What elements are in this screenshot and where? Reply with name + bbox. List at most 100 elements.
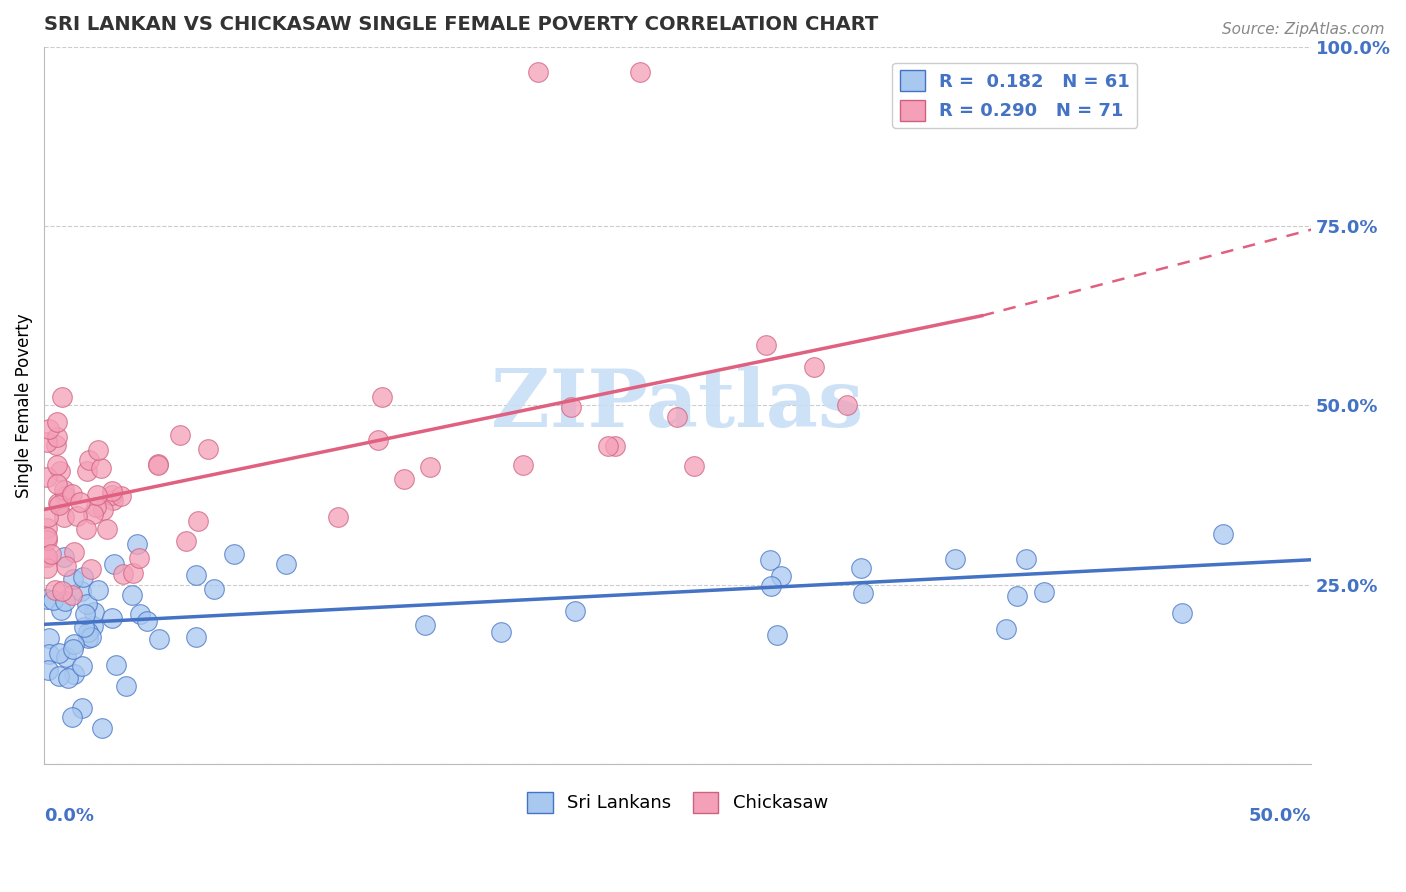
Point xyxy=(75,607,97,622)
Point xyxy=(759,579,782,593)
Point xyxy=(197,442,219,456)
Point xyxy=(148,632,170,646)
Point xyxy=(80,562,103,576)
Point xyxy=(90,461,112,475)
Point xyxy=(35,549,58,564)
Point xyxy=(174,534,197,549)
Point xyxy=(60,486,83,500)
Point xyxy=(52,510,75,524)
Point xyxy=(45,477,67,491)
Point xyxy=(79,453,101,467)
Point xyxy=(128,551,150,566)
Point xyxy=(80,630,103,644)
Point xyxy=(46,415,69,429)
Point xyxy=(63,545,86,559)
Point xyxy=(1033,584,1056,599)
Point xyxy=(35,592,58,607)
Point xyxy=(46,496,69,510)
Point xyxy=(35,550,58,565)
Point xyxy=(169,427,191,442)
Point xyxy=(665,410,688,425)
Point xyxy=(37,533,59,547)
Point xyxy=(100,484,122,499)
Point xyxy=(60,588,83,602)
Point xyxy=(48,498,70,512)
Text: 50.0%: 50.0% xyxy=(1249,807,1312,825)
Point xyxy=(125,537,148,551)
Point xyxy=(55,489,77,503)
Point xyxy=(683,458,706,473)
Point xyxy=(49,464,72,478)
Point xyxy=(512,458,534,473)
Point xyxy=(1007,589,1029,603)
Point xyxy=(37,509,59,524)
Point xyxy=(91,502,114,516)
Point xyxy=(82,619,104,633)
Point xyxy=(186,630,208,644)
Point xyxy=(39,548,62,562)
Point xyxy=(46,430,69,444)
Point xyxy=(148,458,170,472)
Point xyxy=(121,588,143,602)
Point xyxy=(101,611,124,625)
Point xyxy=(45,438,67,452)
Point xyxy=(72,570,94,584)
Point xyxy=(55,650,77,665)
Point xyxy=(42,593,65,607)
Point xyxy=(63,667,86,681)
Point xyxy=(87,442,110,457)
Point xyxy=(274,557,297,571)
Point xyxy=(1171,606,1194,620)
Point xyxy=(851,560,873,574)
Point xyxy=(44,582,66,597)
Point xyxy=(184,568,207,582)
Point xyxy=(48,669,70,683)
Point xyxy=(69,583,91,598)
Point xyxy=(65,508,87,523)
Point xyxy=(603,440,626,454)
Point xyxy=(222,547,245,561)
Point xyxy=(38,422,60,436)
Point xyxy=(755,338,778,352)
Text: Source: ZipAtlas.com: Source: ZipAtlas.com xyxy=(1222,22,1385,37)
Point xyxy=(564,604,586,618)
Point xyxy=(96,522,118,536)
Point xyxy=(491,624,513,639)
Point xyxy=(35,434,58,449)
Point xyxy=(769,569,792,583)
Point xyxy=(114,679,136,693)
Point xyxy=(766,628,789,642)
Point xyxy=(803,360,825,375)
Point xyxy=(72,659,94,673)
Point xyxy=(77,625,100,640)
Point xyxy=(52,550,75,565)
Point xyxy=(112,567,135,582)
Point xyxy=(91,721,114,735)
Point xyxy=(62,642,84,657)
Point xyxy=(49,602,72,616)
Point xyxy=(48,646,70,660)
Point xyxy=(53,483,76,497)
Point xyxy=(371,390,394,404)
Point xyxy=(326,510,349,524)
Point xyxy=(51,390,73,404)
Point xyxy=(83,605,105,619)
Point xyxy=(527,64,550,78)
Point xyxy=(187,514,209,528)
Point xyxy=(415,618,437,632)
Point xyxy=(136,614,159,628)
Legend: Sri Lankans, Chickasaw: Sri Lankans, Chickasaw xyxy=(520,785,835,820)
Text: ZIPatlas: ZIPatlas xyxy=(492,367,863,444)
Point xyxy=(56,671,79,685)
Point xyxy=(75,522,97,536)
Point xyxy=(146,457,169,471)
Point xyxy=(60,710,83,724)
Point xyxy=(62,572,84,586)
Point xyxy=(77,631,100,645)
Point xyxy=(76,464,98,478)
Point xyxy=(101,488,124,502)
Point xyxy=(62,638,84,652)
Point xyxy=(86,488,108,502)
Point xyxy=(35,530,58,544)
Text: SRI LANKAN VS CHICKASAW SINGLE FEMALE POVERTY CORRELATION CHART: SRI LANKAN VS CHICKASAW SINGLE FEMALE PO… xyxy=(44,15,879,34)
